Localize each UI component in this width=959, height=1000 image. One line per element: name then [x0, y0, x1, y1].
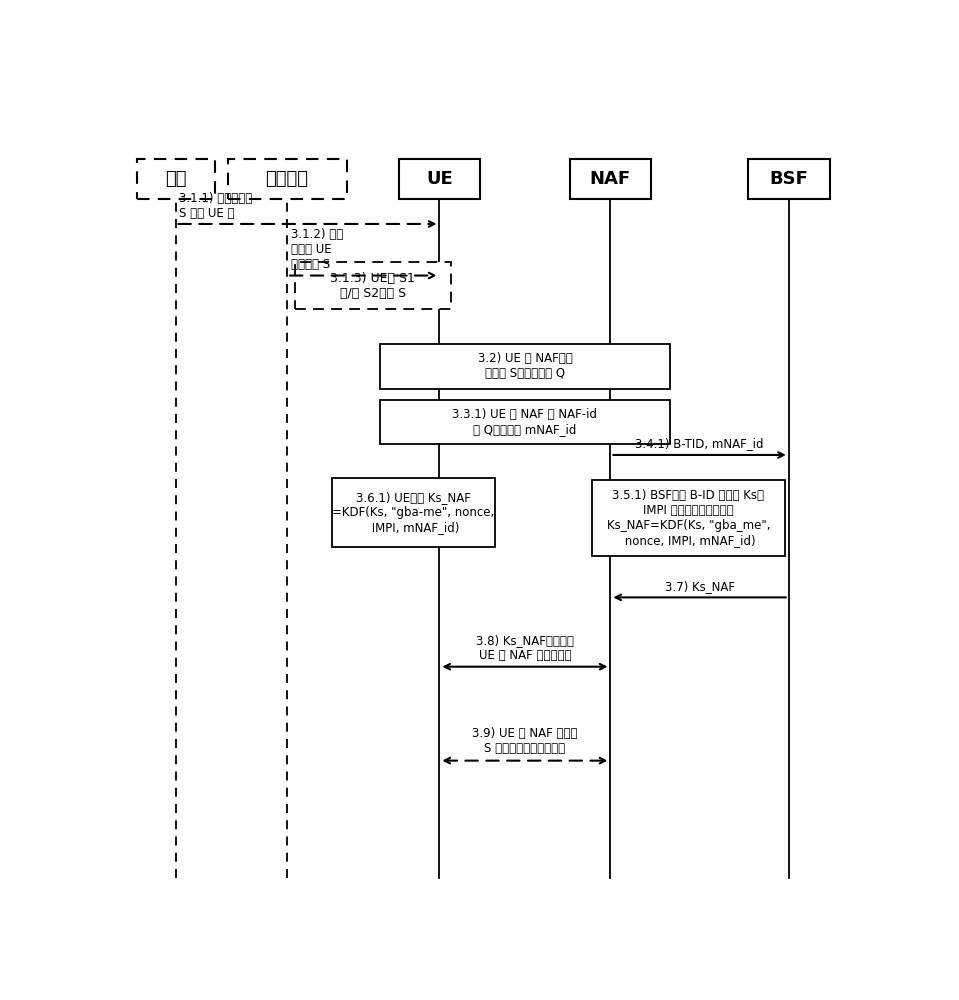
Text: 3.9) UE 和 NAF 可使用
S 来执行连接的辅助保护: 3.9) UE 和 NAF 可使用 S 来执行连接的辅助保护: [472, 727, 577, 755]
Text: 3.7) Ks_NAF: 3.7) Ks_NAF: [665, 580, 735, 593]
Bar: [227, 158, 346, 199]
Bar: [294, 262, 451, 309]
Text: UE: UE: [426, 170, 453, 188]
Bar: [399, 158, 480, 199]
Text: 其它设备: 其它设备: [266, 170, 309, 188]
Text: 3.2) UE 和 NAF单独
计算从 S所得出的量 Q: 3.2) UE 和 NAF单独 计算从 S所得出的量 Q: [478, 352, 573, 380]
Bar: [380, 400, 669, 444]
Bar: [136, 158, 215, 199]
Text: 3.1.2) 其它
设备向 UE
发送秘密 S: 3.1.2) 其它 设备向 UE 发送秘密 S: [291, 228, 343, 271]
Text: 3.1.3) UE从 S1
和/或 S2得出 S: 3.1.3) UE从 S1 和/或 S2得出 S: [330, 272, 415, 300]
Text: BSF: BSF: [769, 170, 808, 188]
Text: 3.3.1) UE 和 NAF 从 NAF-id
和 Q单独计算 mNAF_id: 3.3.1) UE 和 NAF 从 NAF-id 和 Q单独计算 mNAF_id: [453, 408, 597, 436]
Bar: [592, 480, 785, 556]
Text: 3.4.1) B-TID, mNAF_id: 3.4.1) B-TID, mNAF_id: [636, 437, 763, 450]
Text: 3.1.1) 用户将秘密
S 输入 UE 中: 3.1.1) 用户将秘密 S 输入 UE 中: [179, 192, 252, 220]
Bar: [570, 158, 651, 199]
Text: 3.6.1) UE得出 Ks_NAF
=KDF(Ks, "gba-me", nonce,
 IMPI, mNAF_id): 3.6.1) UE得出 Ks_NAF =KDF(Ks, "gba-me", no…: [333, 491, 495, 534]
Bar: [748, 158, 830, 199]
Bar: [380, 344, 669, 389]
Text: NAF: NAF: [590, 170, 631, 188]
Text: 用户: 用户: [165, 170, 186, 188]
Text: 3.8) Ks_NAF用来保护
UE 与 NAF 之间的通信: 3.8) Ks_NAF用来保护 UE 与 NAF 之间的通信: [476, 634, 573, 662]
Bar: [332, 478, 495, 547]
Text: 3.5.1) BSF使用 B-ID 来查找 Ks、
IMPI 和随机数，并且得出
Ks_NAF=KDF(Ks, "gba_me",
 nonce, IMPI, : 3.5.1) BSF使用 B-ID 来查找 Ks、 IMPI 和随机数，并且得出…: [607, 489, 770, 547]
